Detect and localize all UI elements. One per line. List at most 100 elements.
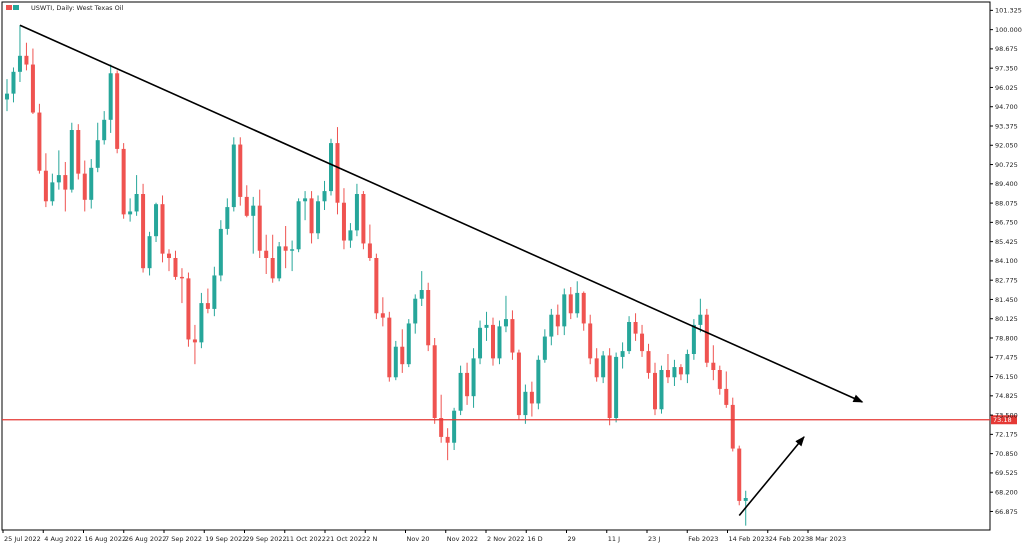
candle-body (536, 359, 541, 404)
chart-type-icon (13, 5, 19, 10)
candle-body (510, 319, 515, 353)
candle-body (575, 292, 580, 314)
candle (633, 313, 638, 341)
candle (303, 191, 308, 221)
y-tick-label: 69.525 (995, 469, 1018, 477)
candle-body (56, 175, 61, 183)
candle-body (529, 391, 534, 404)
y-tick-label: 78.800 (995, 334, 1018, 342)
candle (614, 352, 619, 423)
candle-body (37, 112, 42, 171)
candle-body (102, 119, 107, 141)
candle (37, 103, 42, 174)
candle-body (516, 352, 521, 416)
x-tick-label: Nov 20 (407, 535, 430, 543)
candle (43, 153, 48, 208)
candle-body (711, 362, 716, 370)
candle-body (63, 175, 68, 190)
candle (17, 25, 22, 82)
y-tick-label: 82.775 (995, 276, 1018, 284)
candle (141, 183, 146, 273)
candle (413, 294, 418, 334)
candle (620, 342, 625, 369)
y-tick-label: 89.400 (995, 180, 1018, 188)
candle-body (283, 246, 288, 251)
candle (653, 362, 657, 416)
candle-body (89, 167, 94, 200)
candle (199, 292, 204, 349)
candle (387, 311, 392, 382)
candle-body (17, 55, 22, 72)
candle-body (439, 418, 444, 437)
candle-body (160, 204, 165, 254)
candle (147, 231, 152, 276)
candle-body (387, 317, 392, 378)
candle (717, 365, 722, 395)
candle-body (238, 144, 243, 197)
candle (160, 195, 165, 263)
candle-body (212, 275, 217, 309)
candle-body (179, 276, 184, 279)
candle-body (633, 322, 638, 334)
candle (730, 397, 735, 452)
x-tick-label: 4 Aug 2022 (44, 535, 82, 543)
candle (82, 160, 87, 212)
candle-body (173, 258, 178, 277)
candle (406, 319, 411, 368)
chart-title: USWTI, Daily: West Texas Oil (6, 4, 124, 12)
candle-body (452, 410, 457, 443)
candle (665, 354, 670, 384)
candle-body (244, 196, 249, 216)
candle-body (121, 148, 126, 215)
candle (529, 381, 534, 417)
candle-body (218, 228, 223, 276)
candle-body (335, 143, 340, 203)
candle (367, 224, 372, 261)
candle (56, 150, 61, 190)
chart-title-text: USWTI, Daily: West Texas Oil (31, 4, 124, 12)
y-tick-label: 90.725 (995, 161, 1018, 169)
candle (419, 271, 424, 306)
candle (465, 362, 470, 405)
candle (432, 338, 437, 424)
x-tick-label: 29 Sep 2022 (246, 535, 287, 543)
trendline[interactable] (738, 436, 805, 516)
candle (24, 42, 29, 71)
candle-body (290, 249, 295, 251)
candle (108, 64, 113, 133)
candle-body (406, 323, 411, 365)
candle-body (724, 388, 729, 405)
candle-body (354, 194, 359, 231)
candle-body (251, 205, 256, 216)
trendline[interactable] (19, 24, 864, 403)
candle-body (322, 191, 327, 202)
candle-body (568, 294, 573, 314)
candle-body (717, 370, 722, 389)
candle (627, 316, 632, 354)
x-tick-label: 29 (568, 535, 576, 543)
candle-body (341, 202, 346, 241)
y-tick-label: 94.700 (995, 103, 1018, 111)
candle (549, 308, 554, 346)
candle-body (329, 143, 333, 192)
candle (212, 266, 217, 317)
candle-body (50, 182, 55, 202)
candle (711, 345, 716, 381)
y-tick-label: 93.375 (995, 122, 1018, 130)
candle (510, 310, 515, 360)
candle (354, 183, 359, 237)
candle (251, 196, 256, 254)
candle (503, 295, 508, 333)
candle-body (581, 292, 586, 324)
candle (698, 298, 703, 333)
horizontal-level-layer: 73.18 (2, 415, 1017, 425)
candle (374, 253, 379, 320)
candle (335, 127, 340, 215)
candle (737, 445, 742, 506)
candle (588, 314, 593, 365)
candle (516, 349, 521, 420)
candle (121, 143, 126, 219)
candle (601, 351, 606, 384)
candle-body (167, 253, 171, 258)
candle-body (698, 314, 703, 325)
